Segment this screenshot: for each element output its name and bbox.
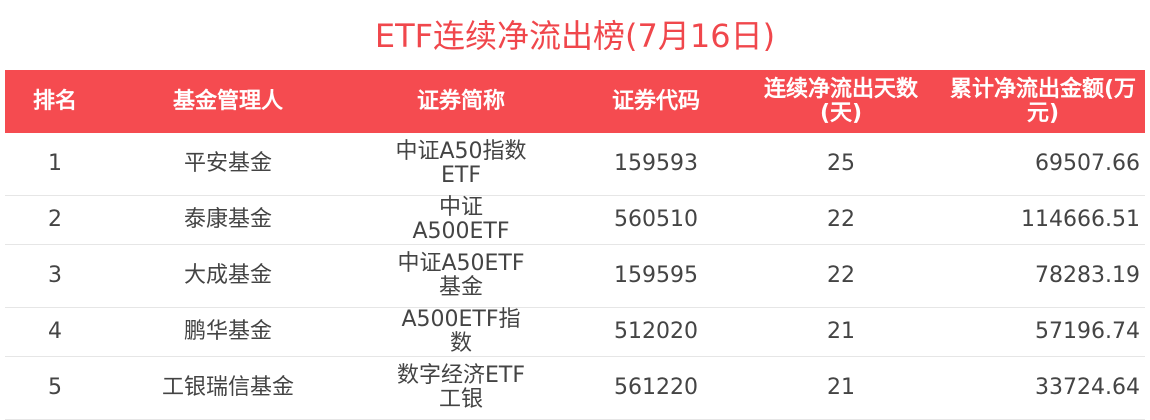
cell-rank: 4 bbox=[5, 307, 105, 357]
cell-days: 25 bbox=[741, 133, 941, 196]
cell-manager: 泰康基金 bbox=[105, 195, 351, 245]
cell-name: 中证A50指数ETF bbox=[351, 133, 571, 196]
header-code: 证券代码 bbox=[571, 70, 741, 133]
cell-code: 561220 bbox=[571, 356, 741, 420]
cell-code: 512020 bbox=[571, 307, 741, 357]
cell-days: 22 bbox=[741, 195, 941, 245]
cell-amount: 114666.51 bbox=[941, 195, 1145, 245]
cell-manager: 鹏华基金 bbox=[105, 307, 351, 357]
cell-code: 560510 bbox=[571, 195, 741, 245]
cell-amount: 57196.74 bbox=[941, 307, 1145, 357]
cell-manager: 工银瑞信基金 bbox=[105, 356, 351, 420]
cell-amount: 78283.19 bbox=[941, 244, 1145, 308]
header-amount: 累计净流出金额(万元) bbox=[941, 70, 1145, 133]
etf-outflow-table: 排名 基金管理人 证券简称 证券代码 连续净流出天数(天) 累计净流出金额(万元… bbox=[5, 70, 1145, 420]
header-manager: 基金管理人 bbox=[105, 70, 351, 133]
cell-rank: 5 bbox=[5, 356, 105, 420]
cell-days: 21 bbox=[741, 356, 941, 420]
cell-days: 22 bbox=[741, 244, 941, 308]
cell-rank: 3 bbox=[5, 244, 105, 308]
table-row: 4 鹏华基金 A500ETF指数 512020 21 57196.74 bbox=[5, 307, 1145, 357]
cell-manager: 平安基金 bbox=[105, 133, 351, 196]
cell-manager: 大成基金 bbox=[105, 244, 351, 308]
cell-rank: 1 bbox=[5, 133, 105, 196]
table-row: 2 泰康基金 中证A500ETF 560510 22 114666.51 bbox=[5, 195, 1145, 245]
header-name: 证券简称 bbox=[351, 70, 571, 133]
table-row: 1 平安基金 中证A50指数ETF 159593 25 69507.66 bbox=[5, 133, 1145, 196]
header-days: 连续净流出天数(天) bbox=[741, 70, 941, 133]
page-title: ETF连续净流出榜(7月16日) bbox=[374, 17, 776, 55]
cell-name: 中证A50ETF基金 bbox=[351, 244, 571, 308]
cell-days: 21 bbox=[741, 307, 941, 357]
cell-amount: 33724.64 bbox=[941, 356, 1145, 420]
table-row: 3 大成基金 中证A50ETF基金 159595 22 78283.19 bbox=[5, 244, 1145, 308]
table-row: 5 工银瑞信基金 数字经济ETF工银 561220 21 33724.64 bbox=[5, 356, 1145, 420]
cell-name: A500ETF指数 bbox=[351, 307, 571, 357]
header-rank: 排名 bbox=[5, 70, 105, 133]
cell-code: 159595 bbox=[571, 244, 741, 308]
cell-name: 中证A500ETF bbox=[351, 195, 571, 245]
cell-name: 数字经济ETF工银 bbox=[351, 356, 571, 420]
cell-rank: 2 bbox=[5, 195, 105, 245]
cell-amount: 69507.66 bbox=[941, 133, 1145, 196]
cell-code: 159593 bbox=[571, 133, 741, 196]
header-row: 排名 基金管理人 证券简称 证券代码 连续净流出天数(天) 累计净流出金额(万元… bbox=[5, 70, 1145, 133]
